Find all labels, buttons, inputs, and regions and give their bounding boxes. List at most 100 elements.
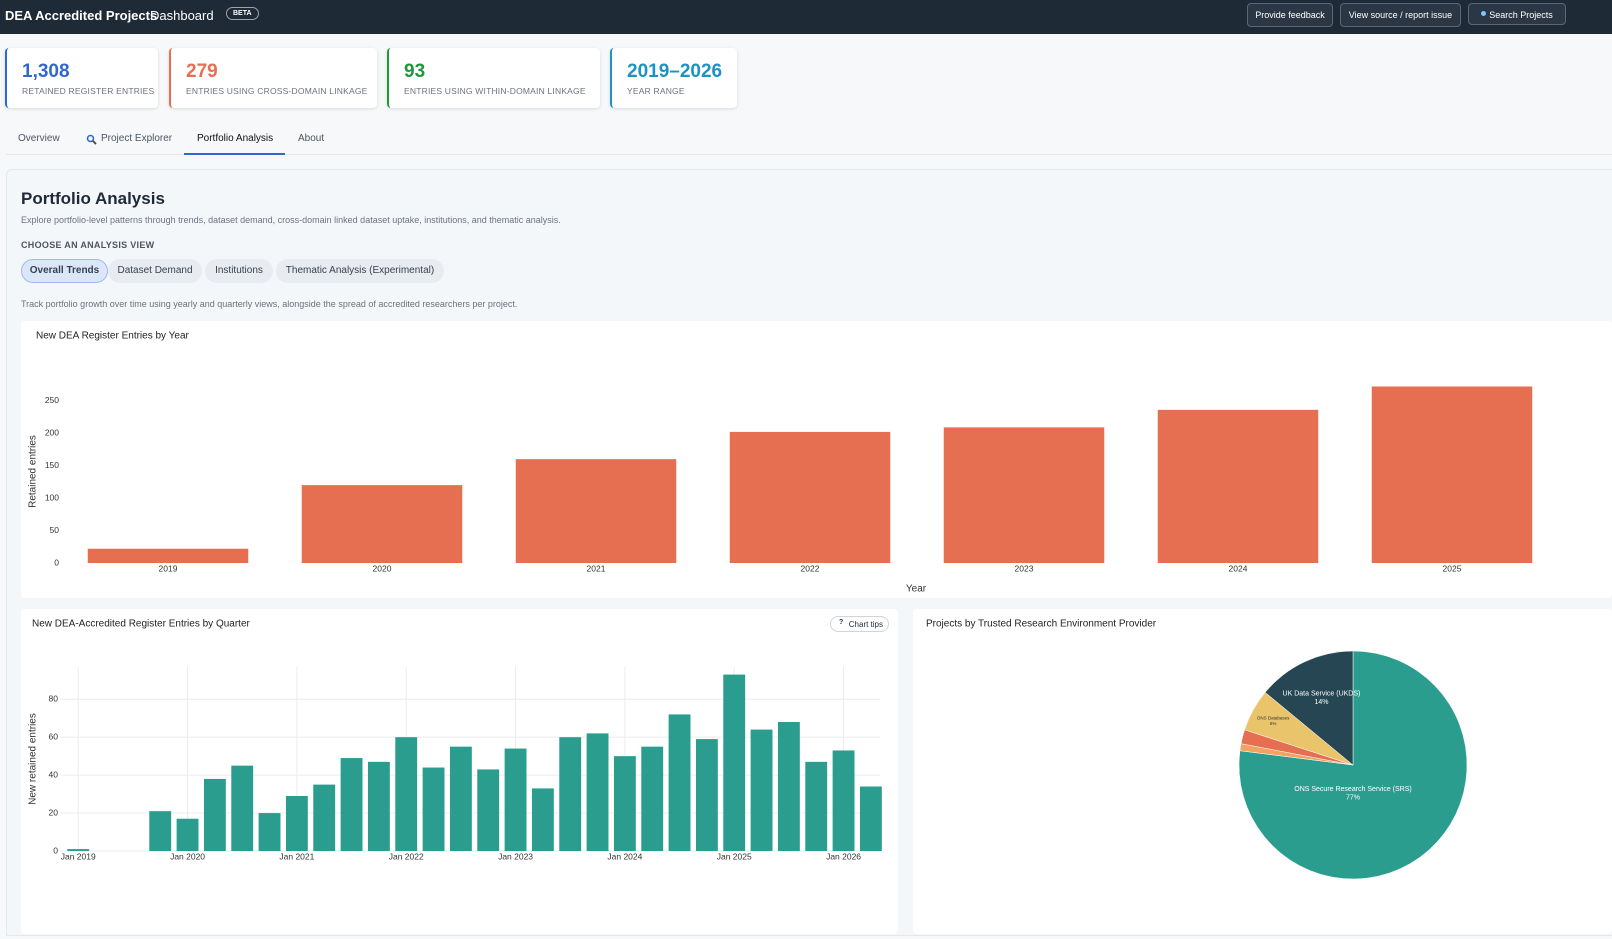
y-axis-label: New retained entries — [28, 713, 39, 805]
chart-card: New DEA Register Entries by Year 0 50 100 15… — [21, 321, 1612, 598]
bar — [285, 795, 308, 851]
bar — [750, 729, 773, 851]
source-button[interactable]: View source / report issue — [1340, 3, 1461, 27]
x-tick-label: Jan 2022 — [389, 851, 424, 861]
beta-badge: BETA — [226, 7, 259, 20]
choose-label: CHOOSE AN ANALYSIS VIEW — [21, 240, 155, 250]
chart-card: Projects by Trusted Research Environment… — [913, 609, 1612, 934]
x-axis-label: Year — [906, 584, 927, 595]
bar — [149, 811, 172, 851]
bar — [87, 548, 249, 563]
kpi-label: ENTRIES USING CROSS-DOMAIN LINKAGE — [186, 86, 368, 96]
x-tick-label: Jan 2026 — [826, 851, 861, 861]
tab[interactable]: About — [298, 133, 325, 144]
bar — [367, 761, 390, 851]
y-tick-label: 50 — [50, 525, 60, 535]
bar — [805, 761, 828, 851]
chart-card: New DEA-Accredited Register Entries by Q… — [21, 609, 898, 934]
kpi-card: 2019–2026 YEAR RANGE — [610, 48, 737, 108]
bar — [832, 750, 855, 851]
x-tick-label: Jan 2025 — [717, 851, 752, 861]
x-tick-label: 2020 — [373, 563, 392, 573]
x-tick-label: 2021 — [587, 563, 606, 573]
kpi-label: YEAR RANGE — [627, 86, 685, 96]
bar — [504, 748, 527, 851]
y-tick-label: 80 — [49, 693, 59, 703]
chart: New DEA-Accredited Register Entries by Q… — [28, 619, 882, 861]
bar — [515, 459, 677, 563]
bar — [695, 739, 718, 851]
chart-title: New DEA-Accredited Register Entries by Q… — [32, 619, 251, 630]
bar — [67, 849, 90, 851]
bar — [231, 765, 254, 851]
y-tick-label: 60 — [49, 731, 59, 741]
slice-label: UK Data Service (UKDS) — [1283, 691, 1361, 698]
help-icon: ? — [839, 619, 844, 626]
search-icon — [86, 134, 97, 145]
bar — [313, 784, 336, 851]
kpi-card: 93 ENTRIES USING WITHIN-DOMAIN LINKAGE — [387, 48, 600, 108]
tab[interactable]: Project Explorer — [101, 133, 173, 144]
chart-tips-button[interactable]: Chart tips — [830, 616, 889, 632]
y-tick-label: 0 — [54, 557, 59, 567]
header: DEA Accredited Projects Dashboard BETA P… — [0, 0, 1612, 34]
y-tick-label: 0 — [53, 845, 58, 855]
section-title: Portfolio Analysis — [21, 189, 165, 208]
y-tick-label: 100 — [45, 492, 59, 502]
y-tick-label: 40 — [49, 769, 59, 779]
pie-slice — [1264, 650, 1354, 766]
kpi-card: 279 ENTRIES USING CROSS-DOMAIN LINKAGE — [169, 48, 377, 108]
kpi-value: 93 — [404, 61, 426, 82]
app-title: DEA Accredited Projects — [5, 8, 158, 23]
slice-label: ONS Databases — [1257, 716, 1290, 721]
bar — [449, 746, 472, 851]
bar — [586, 733, 609, 851]
bar — [668, 714, 691, 851]
section-description: Explore portfolio-level patterns through… — [21, 215, 561, 225]
view-pill-active[interactable]: Overall Trends — [21, 259, 108, 283]
bar — [1371, 386, 1533, 563]
y-tick-label: 200 — [45, 427, 59, 437]
feedback-button[interactable]: Provide feedback — [1247, 3, 1333, 27]
slice-value-label: 14% — [1314, 699, 1328, 706]
tab-underline — [184, 153, 285, 155]
bar — [777, 722, 800, 851]
x-tick-label: Jan 2021 — [279, 851, 314, 861]
view-pill[interactable]: Dataset Demand — [108, 259, 202, 283]
bar — [641, 746, 664, 851]
bar — [729, 431, 891, 563]
bar — [859, 786, 882, 851]
x-tick-label: Jan 2020 — [170, 851, 205, 861]
tab[interactable]: Overview — [18, 133, 60, 144]
x-tick-label: Jan 2024 — [607, 851, 642, 861]
x-tick-label: 2024 — [1229, 563, 1248, 573]
kpi-value: 1,308 — [22, 61, 70, 82]
kpi-value: 279 — [186, 61, 218, 82]
x-tick-label: 2019 — [159, 563, 178, 573]
search-icon — [1481, 11, 1486, 16]
bar — [723, 674, 746, 851]
view-description: Track portfolio growth over time using y… — [21, 299, 518, 309]
y-tick-label: 150 — [45, 460, 59, 470]
bar — [613, 756, 636, 851]
chart-title: Projects by Trusted Research Environment… — [926, 619, 1157, 630]
search-button[interactable]: Search Projects — [1468, 3, 1566, 25]
bar — [1157, 409, 1319, 563]
view-pill[interactable]: Institutions — [205, 259, 273, 283]
y-axis-label: Retained entries — [28, 435, 39, 508]
tab-active[interactable]: Portfolio Analysis — [197, 133, 274, 144]
chart-title: New DEA Register Entries by Year — [36, 331, 190, 342]
slice-value-label: 6% — [1270, 721, 1277, 726]
view-pill[interactable]: Thematic Analysis (Experimental) — [276, 259, 444, 283]
y-tick-label: 250 — [45, 395, 59, 405]
bar — [559, 737, 582, 851]
bar — [176, 818, 199, 851]
x-tick-label: 2025 — [1443, 563, 1462, 573]
app-subtitle: Dashboard — [150, 8, 214, 23]
bar — [301, 485, 463, 563]
y-tick-label: 20 — [49, 807, 59, 817]
slice-label: ONS Secure Research Service (SRS) — [1294, 786, 1411, 793]
bar — [477, 769, 500, 851]
chart: New DEA Register Entries by Year 0 50 100 15… — [28, 331, 1533, 595]
